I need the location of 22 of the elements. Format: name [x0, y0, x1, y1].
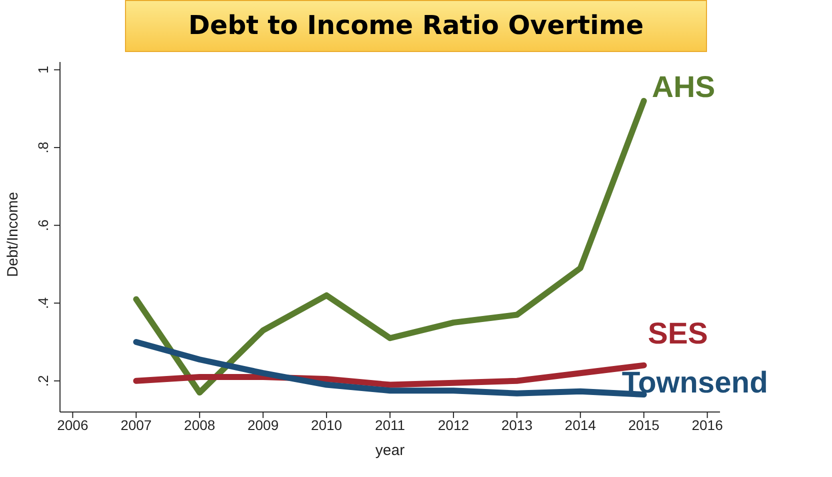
y-tick-label: .8	[35, 142, 51, 154]
y-tick-label: 1	[35, 66, 51, 74]
x-tick-label: 2015	[628, 416, 660, 433]
x-tick-label: 2008	[184, 416, 216, 433]
y-tick-label: .2	[35, 374, 51, 387]
x-tick-label: 2012	[438, 416, 470, 433]
y-axis-title: Debt/Income	[4, 192, 22, 277]
x-tick-label: 2009	[248, 416, 279, 433]
chart-title: Debt to Income Ratio Overtime	[125, 0, 707, 52]
x-tick-label: 2013	[501, 416, 533, 433]
series-label: SES	[648, 317, 708, 350]
x-tick-label: 2014	[564, 416, 596, 433]
x-tick-label: 2016	[692, 416, 724, 433]
x-tick-label: 2010	[310, 416, 342, 433]
x-axis-title: year	[375, 442, 405, 459]
y-tick-label: .6	[35, 219, 51, 232]
x-tick-label: 2007	[120, 416, 152, 433]
series-label: AHS	[652, 70, 716, 104]
x-tick-label: 2006	[57, 416, 88, 433]
series-label: Townsend	[622, 366, 768, 400]
x-tick-label: 2011	[374, 416, 406, 433]
y-tick-label: .4	[35, 297, 51, 309]
